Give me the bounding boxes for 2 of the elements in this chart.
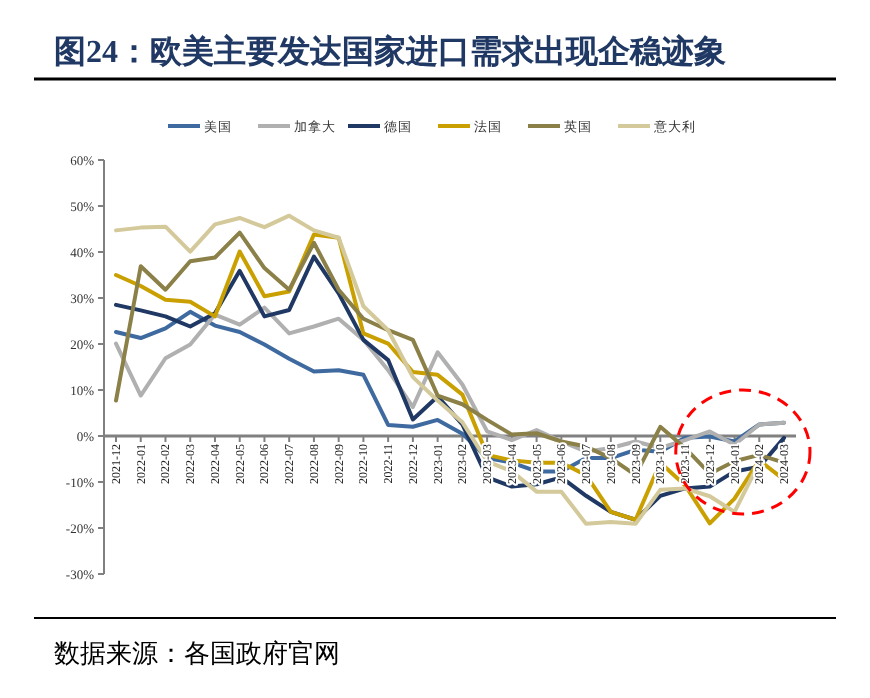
source-note: 数据来源：各国政府官网 <box>54 638 340 668</box>
chart-title: 图24：欧美主要发达国家进口需求出现企稳迹象 <box>54 32 726 70</box>
